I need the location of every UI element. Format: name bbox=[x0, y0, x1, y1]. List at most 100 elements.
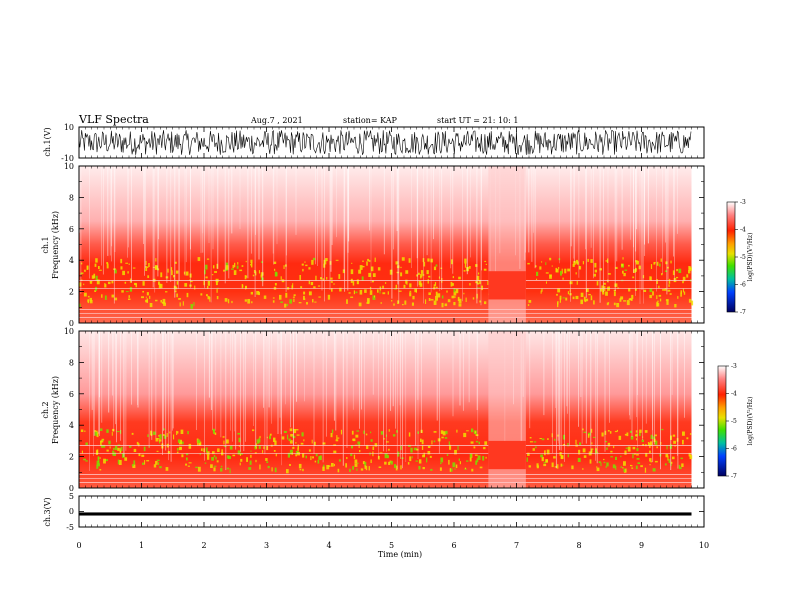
spectral-cell bbox=[649, 276, 652, 280]
spectral-cell bbox=[176, 430, 178, 435]
spectral-cell bbox=[213, 430, 215, 434]
spectral-cell bbox=[649, 441, 653, 446]
spectral-cell bbox=[389, 269, 393, 275]
spectral-cell bbox=[446, 290, 448, 293]
spectral-cell bbox=[79, 303, 81, 307]
spectral-cell bbox=[155, 299, 158, 302]
spectral-cell bbox=[464, 258, 467, 264]
spectral-cell bbox=[562, 444, 566, 446]
spectral-cell bbox=[583, 455, 587, 458]
spectral-cell bbox=[388, 429, 390, 432]
spectral-cell bbox=[366, 444, 369, 449]
spectral-cell bbox=[289, 428, 293, 432]
spectral-cell bbox=[572, 263, 575, 267]
ch1-ymin-label: -10 bbox=[61, 154, 74, 163]
spectral-cell bbox=[667, 455, 669, 461]
spectral-cell bbox=[303, 439, 305, 442]
spectral-cell bbox=[618, 435, 622, 440]
spectral-cell bbox=[138, 453, 141, 457]
spectral-cell bbox=[635, 267, 637, 272]
spectral-cell bbox=[378, 466, 382, 468]
spectral-cell bbox=[327, 294, 331, 300]
spectral-cell bbox=[594, 269, 597, 273]
spectral-cell bbox=[109, 446, 111, 449]
spectral-cell bbox=[205, 276, 208, 279]
spectral-cell bbox=[273, 450, 276, 452]
spectral-cell bbox=[543, 461, 546, 464]
spectral-cell bbox=[97, 463, 100, 467]
spectral-cell bbox=[642, 443, 645, 446]
spectral-cell bbox=[407, 462, 410, 465]
spectral-cell bbox=[400, 465, 402, 470]
spectral-cell bbox=[469, 283, 471, 286]
spectral-cell bbox=[345, 463, 347, 468]
spectral-cell bbox=[427, 451, 431, 455]
spectral-cell bbox=[286, 304, 288, 307]
spectral-cell bbox=[583, 296, 586, 302]
spectral-cell bbox=[146, 298, 148, 303]
spectral-cell bbox=[81, 450, 83, 454]
spectral-cell bbox=[207, 295, 210, 300]
spectral-cell bbox=[186, 457, 188, 460]
spectral-cell bbox=[451, 259, 453, 265]
spectral-cell bbox=[421, 439, 424, 445]
spectral-cell bbox=[652, 468, 656, 472]
spectral-cell bbox=[87, 299, 89, 303]
spectral-cell bbox=[311, 439, 313, 444]
colorbar-tick-label: -7 bbox=[740, 309, 746, 316]
spectral-cell bbox=[155, 461, 158, 465]
spectral-cell bbox=[239, 462, 241, 466]
spectral-cell bbox=[476, 275, 480, 281]
spectral-cell bbox=[590, 448, 593, 453]
spectral-cell bbox=[279, 294, 282, 300]
spectral-cell bbox=[274, 283, 277, 286]
colorbar-1-label: log(PSD)(V²/Hz) bbox=[747, 233, 754, 282]
spectral-cell bbox=[459, 461, 461, 465]
spectral-cell bbox=[609, 431, 612, 434]
spectral-cell bbox=[691, 300, 694, 306]
spectral-cell bbox=[97, 457, 100, 463]
spectral-cell bbox=[535, 265, 537, 268]
spectral-cell bbox=[251, 262, 253, 268]
spectral-cell bbox=[603, 461, 606, 464]
spectral-cell bbox=[317, 285, 321, 287]
spectral-cell bbox=[615, 456, 617, 460]
spectral-cell bbox=[600, 288, 603, 292]
spectral-cell bbox=[471, 468, 474, 472]
spectral-cell bbox=[310, 282, 314, 286]
spectral-cell bbox=[448, 459, 450, 465]
spectral-cell bbox=[578, 449, 581, 455]
spectral-cell bbox=[83, 458, 86, 461]
spectral-cell bbox=[580, 299, 583, 305]
ch1-waveform-panel: 10 -10 ch.1(V) bbox=[43, 123, 705, 163]
spectral-cell bbox=[100, 440, 102, 446]
spectral-cell bbox=[598, 461, 601, 464]
spectral-cell bbox=[673, 440, 676, 444]
spectral-cell bbox=[469, 457, 472, 462]
spectral-cell bbox=[603, 282, 606, 285]
spectral-cell bbox=[380, 431, 384, 435]
spectral-cell bbox=[380, 302, 382, 304]
spectral-cell bbox=[315, 453, 318, 457]
colorbar-tick-label: -4 bbox=[731, 391, 737, 398]
spectral-cell bbox=[147, 275, 150, 278]
spectral-cell bbox=[199, 443, 201, 446]
spectral-cell bbox=[452, 276, 454, 279]
spectral-cell bbox=[239, 454, 241, 456]
spectral-cell bbox=[205, 264, 208, 270]
spectral-cell bbox=[575, 295, 579, 300]
spectral-cell bbox=[186, 453, 189, 456]
spectral-cell bbox=[280, 276, 282, 280]
spectral-cell bbox=[624, 433, 627, 436]
spectral-cell bbox=[527, 452, 530, 456]
spectral-cell bbox=[300, 442, 304, 445]
spectral-cell bbox=[529, 437, 532, 439]
spectral-cell bbox=[393, 303, 395, 306]
spectral-cell bbox=[620, 296, 624, 300]
spectral-cell bbox=[283, 265, 285, 269]
spectral-cell bbox=[258, 445, 261, 449]
spectral-cell bbox=[455, 288, 459, 294]
spectral-cell bbox=[605, 260, 608, 262]
spectral-cell bbox=[485, 263, 487, 265]
spectral-cell bbox=[455, 464, 458, 468]
